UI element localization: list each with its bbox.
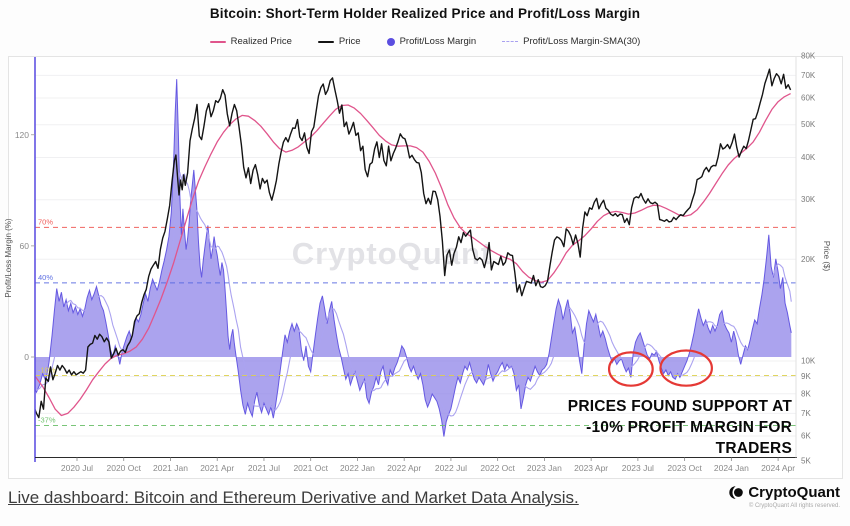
x-tick-label: 2021 Oct bbox=[293, 463, 328, 473]
x-tick-label: 2020 Jul bbox=[61, 463, 93, 473]
margin-legend-marker-icon bbox=[386, 37, 395, 46]
cryptoquant-logo-icon bbox=[729, 486, 744, 499]
right-tick-label: 9K bbox=[801, 372, 811, 381]
x-tick-label: 2021 Jan bbox=[153, 463, 188, 473]
right-tick-label: 30K bbox=[801, 195, 816, 204]
x-tick-label: 2020 Oct bbox=[106, 463, 141, 473]
realized-price-legend-marker-icon bbox=[209, 40, 226, 43]
left-tick-label: 0 bbox=[24, 352, 29, 362]
x-tick-label: 2021 Jul bbox=[248, 463, 280, 473]
x-tick-label: 2021 Apr bbox=[200, 463, 234, 473]
legend-label: Realized Price bbox=[230, 36, 292, 47]
annotation-line-2: -10% PROFIT MARGIN FOR bbox=[586, 419, 792, 436]
right-tick-label: 70K bbox=[801, 71, 816, 80]
right-tick-label: 80K bbox=[801, 51, 816, 60]
highlight-ellipse bbox=[607, 351, 654, 387]
threshold-label-40: 40% bbox=[38, 273, 53, 282]
x-tick-label: 2023 Oct bbox=[667, 463, 702, 473]
annotation-line-1: PRICES FOUND SUPPORT AT bbox=[568, 398, 793, 415]
threshold-label--37: -37% bbox=[38, 416, 56, 425]
x-tick-label: 2024 Jan bbox=[714, 463, 749, 473]
left-tick-label: 120 bbox=[15, 130, 29, 140]
annotation-line-3: TRADERS bbox=[716, 440, 792, 457]
right-tick-label: 50K bbox=[801, 120, 816, 129]
x-tick-label: 2023 Jul bbox=[622, 463, 654, 473]
x-tick-label: 2023 Apr bbox=[574, 463, 608, 473]
right-tick-label: 60K bbox=[801, 93, 816, 102]
profit-loss-margin-chart[interactable]: CryptoQuant 70% 40% -10% -37% 0 60 120 80K 70K 6… bbox=[0, 0, 850, 482]
right-axis-title: Price ($) bbox=[822, 241, 831, 272]
legend-item-profit-loss-margin: Profit/Loss Margin bbox=[386, 36, 477, 47]
margin-area bbox=[35, 79, 792, 437]
right-tick-label: 7K bbox=[801, 409, 811, 418]
page-title: Bitcoin: Short-Term Holder Realized Pric… bbox=[209, 6, 641, 21]
legend-item-margin-sma: Profit/Loss Margin-SMA(30) bbox=[502, 36, 640, 47]
left-tick-label: 60 bbox=[20, 241, 30, 251]
left-axis-title: Profit/Loss Margin (%) bbox=[4, 218, 13, 297]
cryptoquant-watermark: CryptoQuant bbox=[292, 236, 492, 271]
legend-label: Profit/Loss Margin bbox=[399, 36, 477, 47]
right-tick-label: 5K bbox=[801, 457, 811, 466]
price-line bbox=[35, 68, 792, 419]
cryptoquant-wordmark: CryptoQuant bbox=[748, 484, 840, 501]
realized-price-line bbox=[35, 93, 791, 417]
x-tick-label: 2022 Oct bbox=[480, 463, 515, 473]
x-tick-label: 2022 Apr bbox=[387, 463, 421, 473]
cryptoquant-brand: CryptoQuant © CryptoQuant All rights res… bbox=[727, 484, 840, 509]
x-tick-label: 2024 Apr bbox=[761, 463, 795, 473]
right-tick-label: 6K bbox=[801, 431, 811, 440]
chart-card bbox=[8, 56, 843, 479]
margin-sma-line bbox=[35, 172, 792, 417]
threshold-label--10: -10% bbox=[38, 366, 56, 375]
legend-item-price: Price bbox=[317, 36, 361, 47]
legend-item-realized-price: Realized Price bbox=[209, 36, 292, 47]
right-tick-label: 20K bbox=[801, 255, 816, 264]
x-tick-label: 2022 Jul bbox=[435, 463, 467, 473]
legend-label: Price bbox=[338, 36, 361, 47]
threshold-label-70: 70% bbox=[38, 217, 53, 226]
right-tick-label: 10K bbox=[801, 357, 816, 366]
right-tick-label: 40K bbox=[801, 153, 816, 162]
copyright-text: © CryptoQuant All rights reserved. bbox=[748, 503, 840, 509]
legend-label: Profit/Loss Margin-SMA(30) bbox=[523, 36, 641, 47]
right-tick-label: 8K bbox=[801, 389, 811, 398]
sma-legend-marker-icon bbox=[502, 41, 519, 42]
highlight-ellipse bbox=[659, 349, 713, 387]
price-legend-marker-icon bbox=[317, 40, 334, 43]
chart-legend: Realized Price Price Profit/Loss Margin … bbox=[0, 36, 850, 47]
x-tick-label: 2023 Jan bbox=[527, 463, 562, 473]
x-tick-label: 2022 Jan bbox=[340, 463, 375, 473]
live-dashboard-link[interactable]: Live dashboard: Bitcoin and Ethereum Der… bbox=[8, 488, 579, 507]
